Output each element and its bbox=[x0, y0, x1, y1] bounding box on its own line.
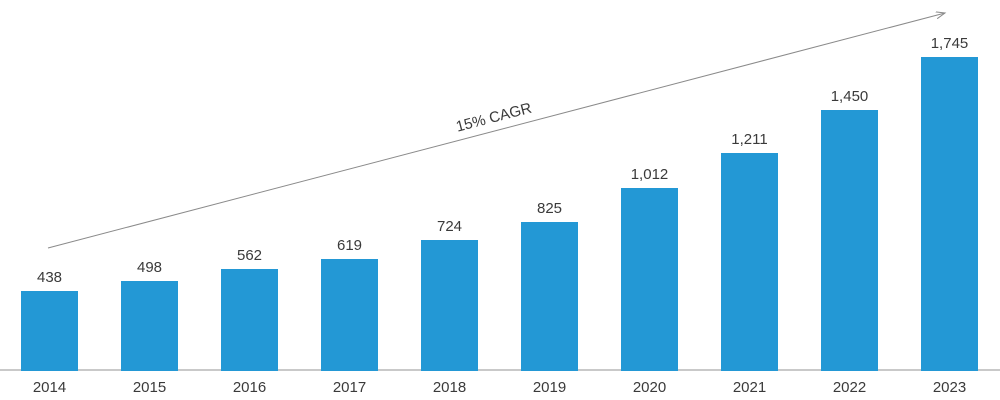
x-tick-label: 2014 bbox=[32, 379, 67, 396]
bar-2023 bbox=[921, 56, 978, 371]
bar-2021 bbox=[721, 152, 778, 371]
bar-value-label: 562 bbox=[236, 247, 263, 265]
x-tick-label: 2017 bbox=[332, 379, 367, 396]
x-tick-label: 2018 bbox=[432, 379, 467, 396]
x-tick-label: 2015 bbox=[132, 379, 167, 396]
x-tick-label: 2019 bbox=[532, 379, 567, 396]
bar-2016 bbox=[221, 269, 278, 371]
bar-2014 bbox=[21, 291, 78, 371]
bar-value-label: 1,211 bbox=[731, 130, 768, 148]
cagr-annotation: 15% CAGR bbox=[454, 100, 533, 136]
bar-value-label: 724 bbox=[436, 218, 463, 236]
bar-2018 bbox=[421, 240, 478, 371]
bar-value-label: 498 bbox=[136, 258, 163, 276]
bar-value-label: 1,745 bbox=[930, 34, 969, 52]
x-tick-label: 2016 bbox=[232, 379, 267, 396]
bar-value-label: 619 bbox=[336, 236, 363, 254]
x-tick-label: 2023 bbox=[932, 379, 967, 396]
bar-value-label: 1,012 bbox=[630, 166, 669, 184]
bar-value-label: 825 bbox=[536, 200, 563, 217]
bar-2020 bbox=[621, 188, 678, 371]
trend-arrow-line bbox=[47, 13, 945, 249]
x-tick-label: 2022 bbox=[832, 379, 867, 396]
x-tick-label: 2021 bbox=[732, 379, 767, 396]
bar-value-label: 1,450 bbox=[830, 87, 869, 105]
x-axis-line bbox=[0, 369, 1000, 371]
bar-2017 bbox=[321, 258, 378, 371]
x-tick-label: 2020 bbox=[632, 379, 667, 396]
bar-2015 bbox=[121, 280, 178, 371]
bar-2022 bbox=[821, 109, 878, 371]
bar-value-label: 438 bbox=[36, 269, 63, 287]
bar-2019 bbox=[521, 222, 578, 371]
